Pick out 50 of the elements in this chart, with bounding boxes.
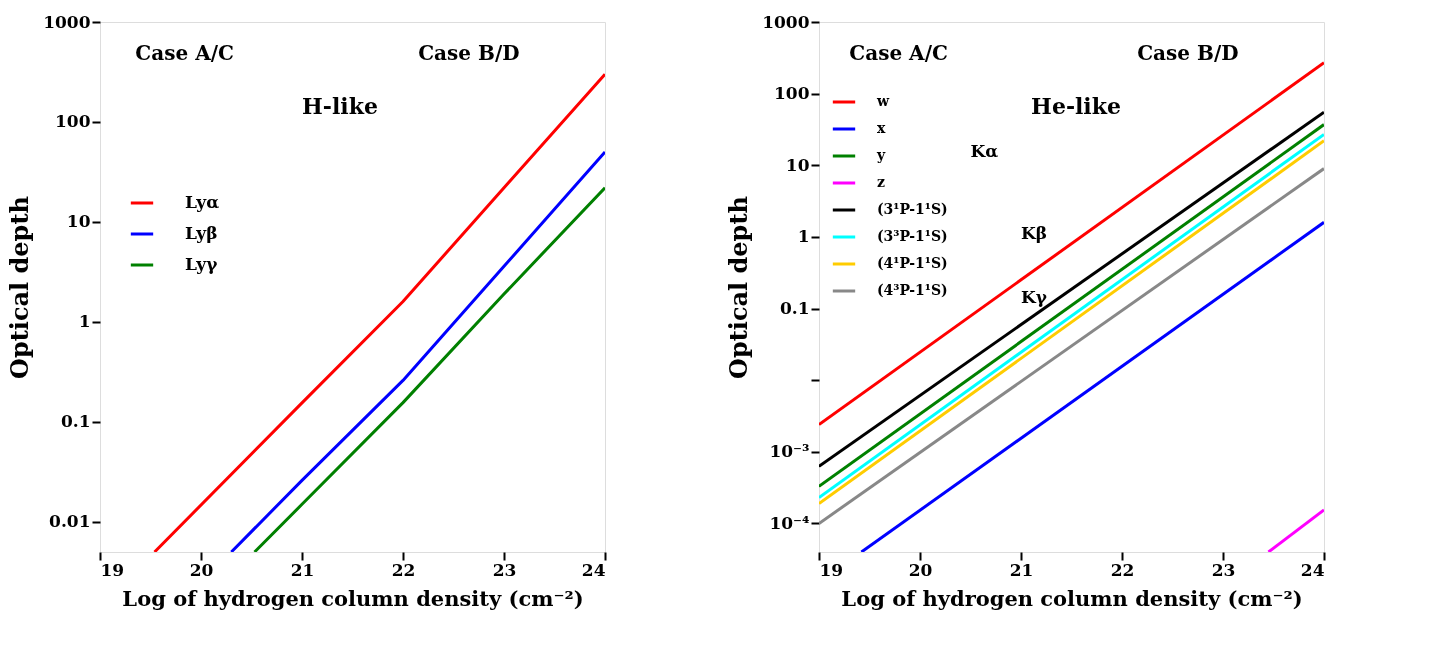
x-tick-label: 19 bbox=[819, 559, 844, 580]
x-axis-title: Log of hydrogen column density (cm⁻²) bbox=[841, 585, 1303, 611]
annotation: Kγ bbox=[1021, 286, 1048, 307]
y-axis-title: Optical depth bbox=[724, 196, 754, 379]
x-tick-label: 23 bbox=[1211, 559, 1236, 580]
annotation: H-like bbox=[302, 92, 378, 119]
y-axis-title: Optical depth bbox=[5, 196, 35, 379]
y-tick-label: 0.01 bbox=[49, 511, 91, 532]
y-tick-label: 10 bbox=[785, 154, 810, 175]
annotation: Kα bbox=[970, 140, 999, 161]
legend-label: (4¹P-1¹S) bbox=[877, 255, 948, 271]
y-tick-label: 1000 bbox=[43, 11, 91, 32]
legend-label: Lyβ bbox=[185, 223, 218, 243]
y-tick-label: 0.1 bbox=[779, 298, 810, 319]
annotation: He-like bbox=[1031, 92, 1121, 119]
x-tick-label: 21 bbox=[290, 559, 315, 580]
x-tick-label: 20 bbox=[908, 559, 933, 580]
y-tick-label: 1 bbox=[78, 311, 91, 332]
y-tick-label: 100 bbox=[55, 111, 91, 132]
annotation: Case A/C bbox=[849, 40, 948, 65]
legend-label: Lyα bbox=[185, 192, 220, 212]
legend-label: z bbox=[877, 174, 885, 190]
annotation: Case B/D bbox=[418, 40, 520, 65]
y-tick-label: 0.1 bbox=[60, 411, 91, 432]
legend-label: y bbox=[876, 147, 886, 163]
y-tick-label: 1 bbox=[797, 226, 810, 247]
legend-label: (4³P-1¹S) bbox=[877, 282, 948, 298]
x-tick-label: 22 bbox=[1110, 559, 1135, 580]
x-tick-label: 24 bbox=[1300, 559, 1325, 580]
annotation: Case B/D bbox=[1137, 40, 1239, 65]
annotation: Kβ bbox=[1021, 223, 1048, 243]
y-tick-label: 10⁻⁴ bbox=[769, 512, 810, 533]
x-tick-label: 23 bbox=[492, 559, 517, 580]
y-tick-label: 10 bbox=[66, 211, 91, 232]
legend-label: (3¹P-1¹S) bbox=[877, 201, 948, 217]
x-tick-label: 21 bbox=[1009, 559, 1034, 580]
x-tick-label: 19 bbox=[100, 559, 125, 580]
x-axis-title: Log of hydrogen column density (cm⁻²) bbox=[122, 585, 584, 611]
annotation: Case A/C bbox=[135, 40, 234, 65]
x-tick-label: 24 bbox=[581, 559, 606, 580]
legend-label: x bbox=[877, 120, 886, 136]
y-tick-label: 100 bbox=[774, 83, 810, 104]
line-series bbox=[153, 72, 605, 552]
y-tick-label: 10⁻³ bbox=[769, 441, 810, 462]
legend-label: (3³P-1¹S) bbox=[877, 228, 948, 244]
x-tick-label: 20 bbox=[189, 559, 214, 580]
legend-label: Lyγ bbox=[185, 254, 219, 274]
y-tick-label: 1000 bbox=[762, 11, 810, 32]
x-tick-label: 22 bbox=[391, 559, 416, 580]
legend-label: w bbox=[876, 93, 890, 109]
